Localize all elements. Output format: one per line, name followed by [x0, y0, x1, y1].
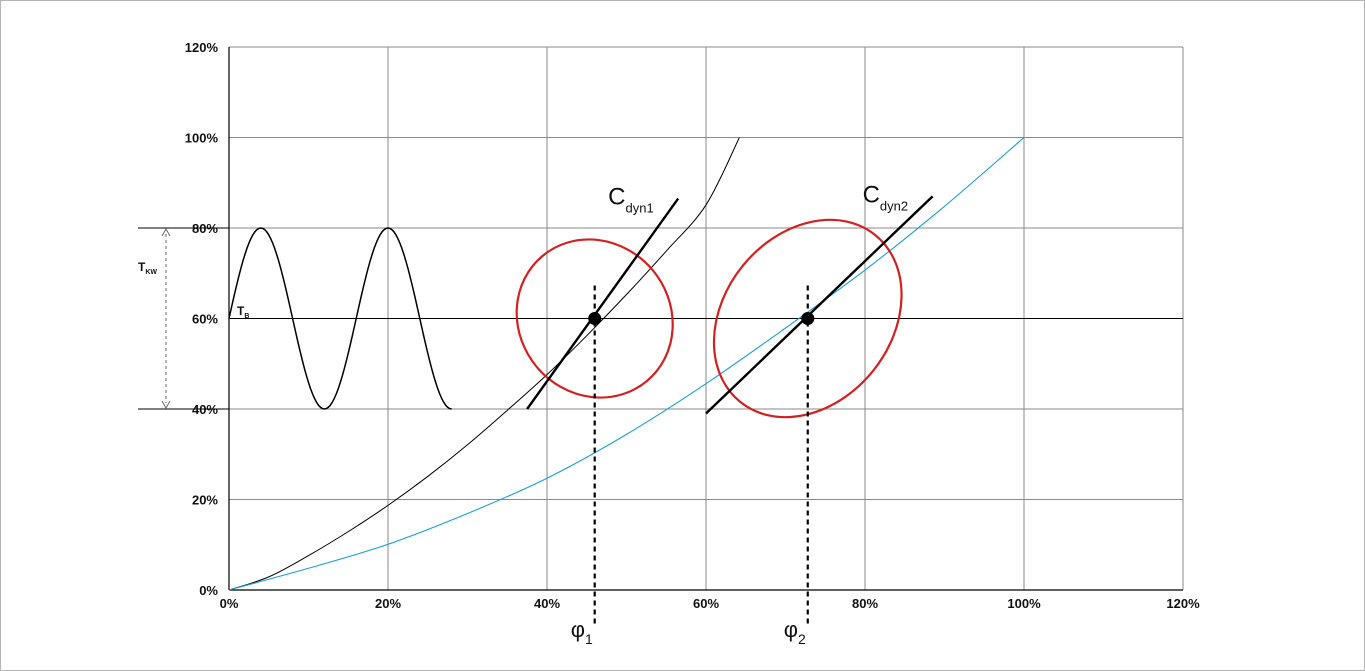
x-tick-label: 40% — [534, 596, 560, 611]
hysteresis-ellipse-2 — [712, 218, 903, 419]
x-tick-label: 60% — [693, 596, 719, 611]
phase-label-2: φ2 — [784, 617, 806, 647]
dynamic-stiffness-subscript-1: dyn1 — [626, 201, 654, 216]
y-tick-label: 60% — [192, 312, 218, 327]
phase-label-1: φ1 — [571, 617, 593, 647]
tb-label: TB — [237, 304, 249, 320]
dynamic-stiffness-label-1: Cdyn1 — [608, 184, 654, 216]
tkw-subscript: KW — [145, 269, 157, 276]
tkw-arrow-up — [161, 227, 171, 237]
operating-point-1 — [588, 312, 602, 325]
hysteresis-ellipse-1 — [515, 238, 674, 399]
phase-subscript-1: 1 — [585, 631, 593, 647]
dynamic-stiffness-label-2: Cdyn2 — [863, 181, 909, 213]
x-tick-label: 0% — [220, 596, 239, 611]
y-tick-label: 0% — [199, 583, 218, 598]
tkw-label: TKW — [138, 260, 157, 276]
series-curve-1 — [228, 137, 740, 591]
series-curve-2 — [228, 137, 1025, 591]
y-tick-label: 20% — [192, 493, 218, 508]
dynamic-stiffness-line-1 — [526, 197, 680, 410]
y-tick-label: 120% — [185, 40, 219, 55]
operating-point-2 — [801, 312, 815, 325]
dynamic-stiffness-line-2 — [705, 195, 934, 415]
tkw-arrow-down — [161, 400, 171, 410]
x-tick-label: 80% — [852, 596, 878, 611]
tb-subscript: B — [244, 313, 249, 320]
y-tick-label: 100% — [185, 131, 219, 146]
dynamic-stiffness-subscript-2: dyn2 — [880, 198, 908, 213]
phase-subscript-2: 2 — [798, 631, 806, 647]
x-tick-label: 100% — [1007, 596, 1041, 611]
oscillation-curve — [228, 227, 452, 410]
x-tick-label: 20% — [375, 596, 401, 611]
x-tick-label: 120% — [1166, 596, 1200, 611]
